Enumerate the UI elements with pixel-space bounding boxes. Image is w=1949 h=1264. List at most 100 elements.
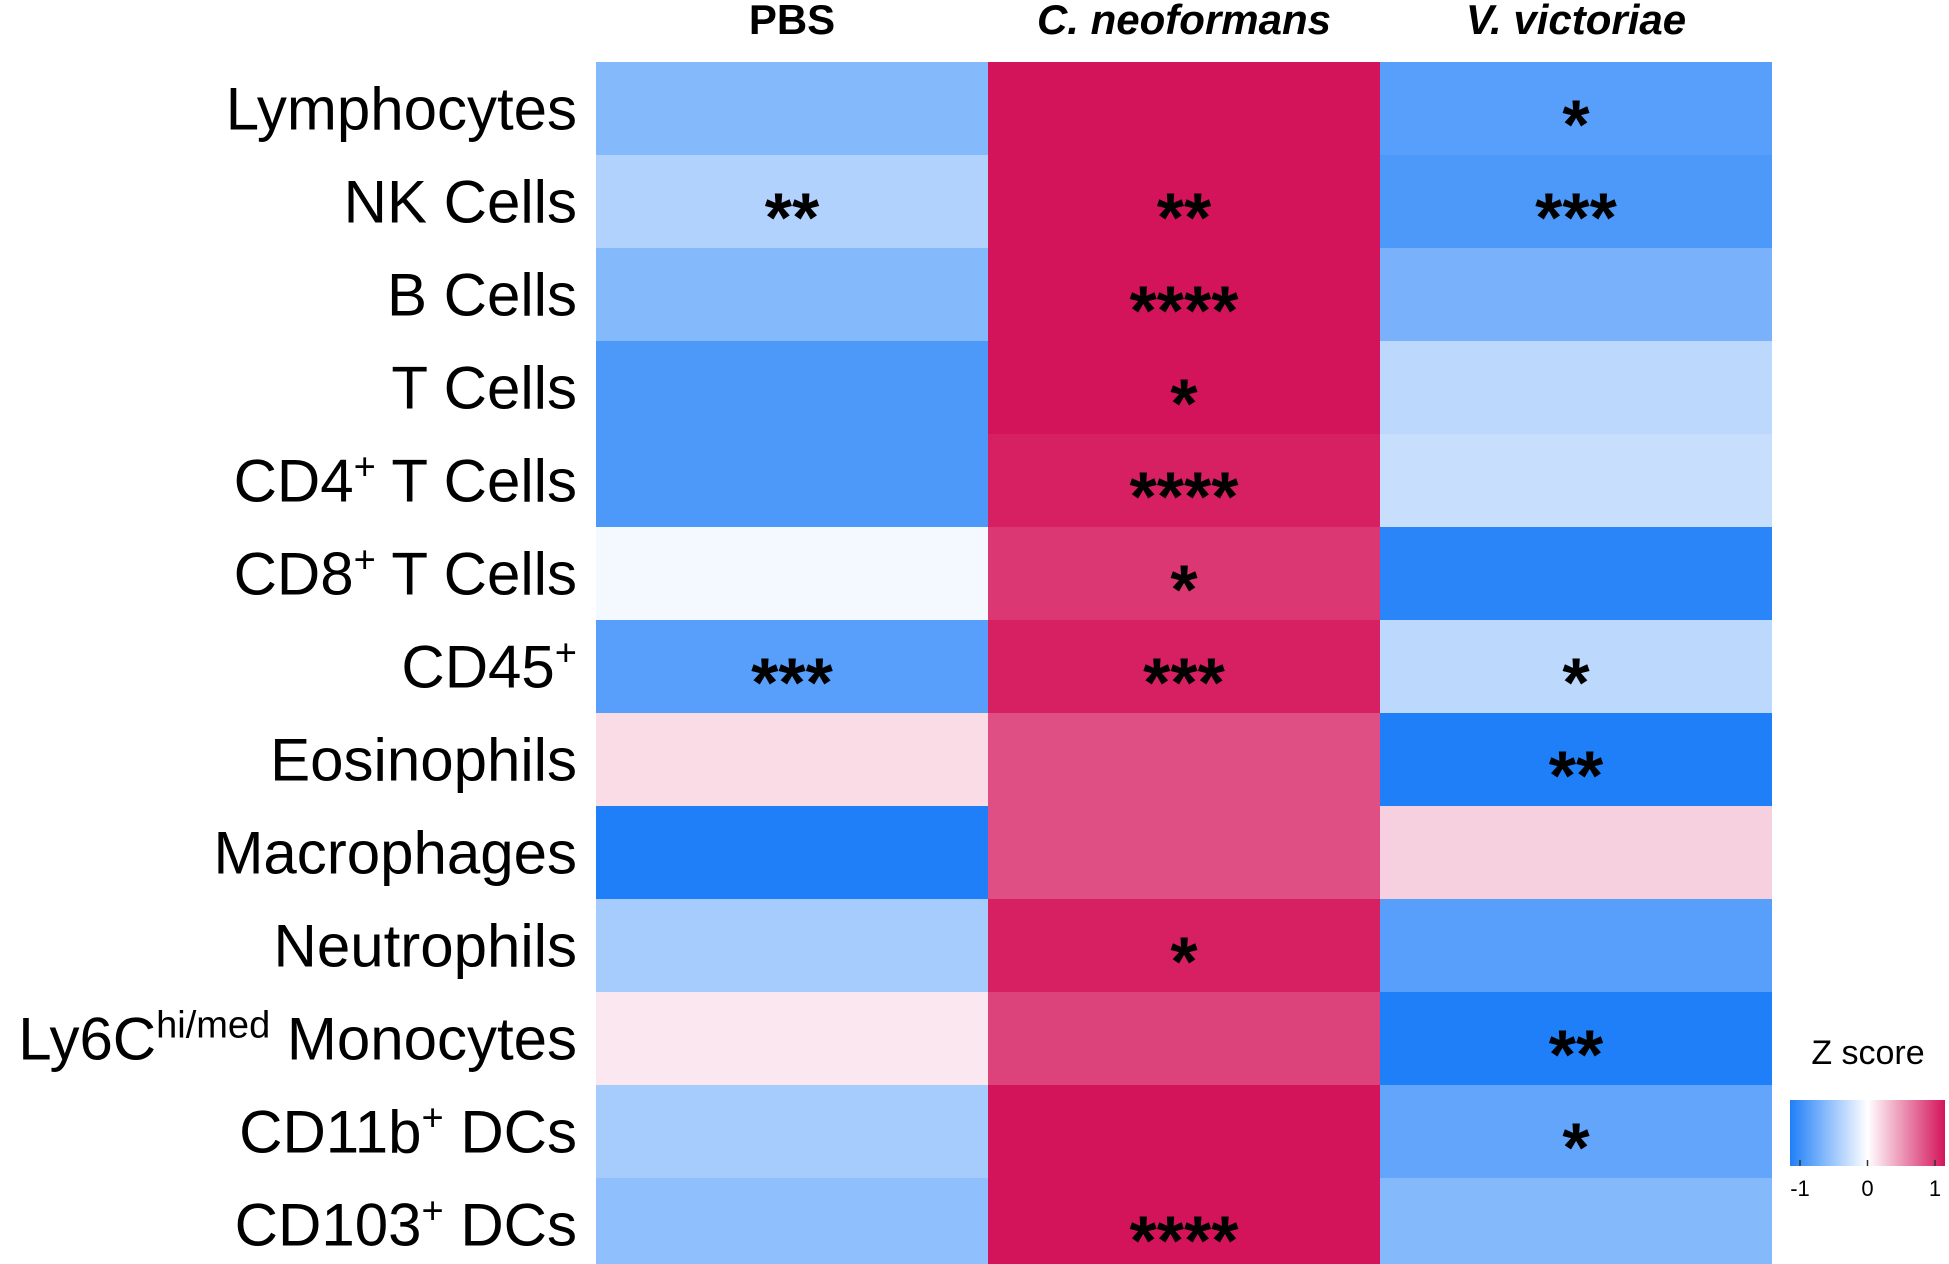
heatmap-cell [988,527,1380,620]
row-label-text: CD103 [235,1192,422,1259]
row-label-text: Neutrophils [274,913,578,980]
significance-label: *** [1143,644,1225,722]
legend-color-bar [1790,1100,1945,1166]
heatmap-cell [596,434,988,527]
significance-label: **** [1130,1202,1240,1264]
significance-label: ** [1549,1016,1604,1094]
heatmap-cells [596,62,1772,1264]
row-label-text: Lymphocytes [226,76,577,143]
row-label-text: CD11b [239,1099,421,1166]
legend-ticks: -1 0 1 [1790,1160,1941,1201]
significance-label: * [1170,365,1198,443]
heatmap-cell [1380,899,1772,992]
row-label-suffix: DCs [444,1192,577,1259]
heatmap-cell [596,620,988,713]
heatmap-cell [988,992,1380,1085]
row-label: B Cells [387,262,577,329]
significance-label: * [1562,1109,1590,1187]
heatmap-cell [988,1085,1380,1178]
heatmap-cell [1380,527,1772,620]
heatmap-cell [1380,155,1772,248]
row-label-text: CD45 [401,634,554,701]
row-label-superscript: + [354,447,376,489]
heatmap-cell [988,713,1380,806]
row-label-superscript: + [555,633,577,675]
heatmap-cell [596,1178,988,1264]
row-label-text: T Cells [391,355,577,422]
column-header: C. neoformans [1037,0,1331,43]
row-label: Macrophages [213,820,577,887]
column-header: PBS [749,0,835,43]
row-label-suffix: T Cells [376,541,577,608]
row-label-text: B Cells [387,262,577,329]
heatmap-cell [1380,341,1772,434]
heatmap-cell [1380,620,1772,713]
column-header: V. victoriae [1466,0,1686,43]
heatmap-cell [988,62,1380,155]
row-label-suffix: Monocytes [270,1006,577,1073]
heatmap-cell [1380,1085,1772,1178]
row-label: Ly6Chi/med Monocytes [18,1005,577,1073]
significance-label: ** [1157,179,1212,257]
legend-tick-label: 0 [1861,1176,1873,1201]
legend-title: Z score [1811,1034,1924,1072]
row-label-text: Eosinophils [270,727,577,794]
row-label-text: Macrophages [213,820,577,887]
significance-label: **** [1130,272,1240,350]
heatmap-cell [596,62,988,155]
heatmap-cell [596,527,988,620]
significance-label: * [1562,86,1590,164]
heatmap-cell [596,992,988,1085]
row-label-text: CD4 [234,448,354,515]
row-label: Lymphocytes [226,76,577,143]
row-label-superscript: + [421,1191,443,1233]
row-label-text: CD8 [234,541,354,608]
significance-label: * [1170,923,1198,1001]
heatmap-cell [1380,248,1772,341]
significance-label: ** [1549,737,1604,815]
legend-tick-label: -1 [1790,1176,1810,1201]
row-label-suffix: T Cells [376,448,577,515]
legend-tick-label: 1 [1929,1176,1941,1201]
row-label: CD11b+ DCs [239,1098,577,1166]
z-score-legend: Z score -1 0 1 [1790,1034,1945,1201]
column-headers: PBS C. neoformans V. victoriae [749,0,1686,43]
heatmap-cell [596,248,988,341]
row-label: CD4+ T Cells [234,447,577,515]
row-label-text: NK Cells [344,169,577,236]
heatmap-cell [988,434,1380,527]
row-label-text: Ly6C [18,1006,156,1073]
heatmap-cell [596,155,988,248]
heatmap-cell [988,1178,1380,1264]
significance-label: ** [765,179,820,257]
row-label: NK Cells [344,169,577,236]
heatmap-cell [1380,713,1772,806]
significance-label: * [1562,644,1590,722]
significance-label: *** [751,644,833,722]
heatmap-cell [596,713,988,806]
row-label: CD103+ DCs [235,1191,577,1259]
row-label-superscript: + [421,1098,443,1140]
heatmap-cell [988,899,1380,992]
row-label-suffix: DCs [444,1099,577,1166]
heatmap-cell [988,341,1380,434]
heatmap-cell [1380,806,1772,899]
heatmap-cell [988,806,1380,899]
significance-label: **** [1130,458,1240,536]
heatmap-cell [596,899,988,992]
row-label: Eosinophils [270,727,577,794]
heatmap-cell [1380,1178,1772,1264]
row-label: T Cells [391,355,577,422]
row-label-superscript: hi/med [156,1005,270,1047]
row-label: CD8+ T Cells [234,540,577,608]
significance-labels: *** ** **************** *** *********** [751,86,1617,1264]
heatmap-cell [988,620,1380,713]
heatmap-cell [596,806,988,899]
heatmap-cell [1380,992,1772,1085]
significance-label: * [1170,551,1198,629]
heatmap-cell [1380,434,1772,527]
row-label: CD45+ [401,633,577,701]
heatmap-cell [596,1085,988,1178]
